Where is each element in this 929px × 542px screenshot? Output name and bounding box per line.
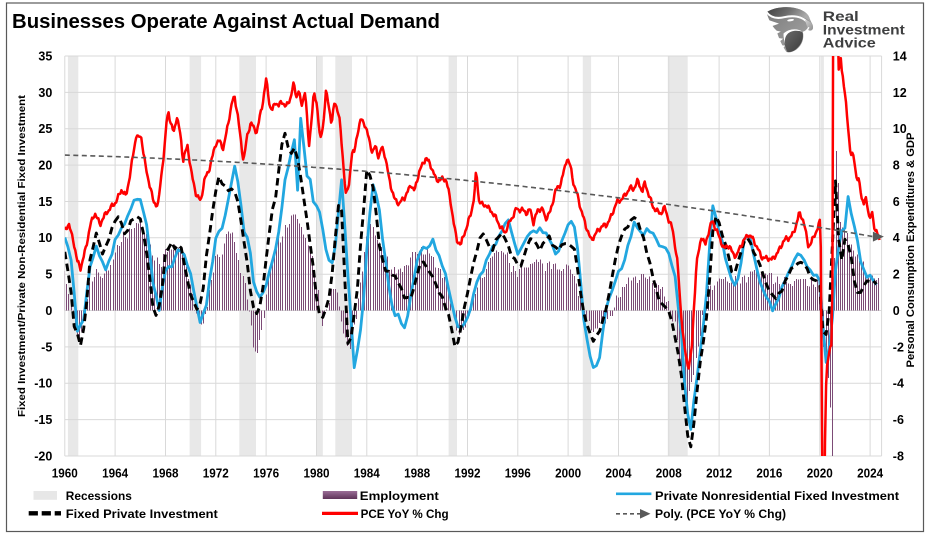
svg-text:-5: -5 (41, 340, 52, 354)
svg-text:1992: 1992 (455, 467, 481, 481)
svg-text:-20: -20 (34, 449, 52, 463)
svg-text:-10: -10 (34, 377, 52, 391)
svg-text:10: 10 (38, 231, 52, 245)
svg-text:1988: 1988 (404, 467, 430, 481)
svg-text:Private Nonresidential Fixed I: Private Nonresidential Fixed Investment (655, 489, 899, 503)
svg-text:1976: 1976 (253, 467, 279, 481)
svg-text:1996: 1996 (505, 467, 531, 481)
svg-text:0: 0 (893, 304, 900, 318)
svg-text:2004: 2004 (606, 467, 632, 481)
svg-text:1984: 1984 (354, 467, 380, 481)
svg-text:Employment: Employment (360, 489, 439, 503)
svg-text:Real: Real (823, 8, 859, 24)
svg-text:Fixed Investment/Private Non-R: Fixed Investment/Private Non-Residential… (17, 94, 28, 417)
svg-text:Advice: Advice (823, 35, 876, 51)
svg-text:0: 0 (45, 304, 52, 318)
svg-text:-6: -6 (893, 413, 904, 427)
svg-text:2020: 2020 (807, 467, 833, 481)
svg-text:1980: 1980 (304, 467, 330, 481)
svg-text:PCE YoY % Chg: PCE YoY % Chg (361, 507, 449, 521)
svg-text:Recessions: Recessions (66, 489, 132, 503)
svg-text:2008: 2008 (656, 467, 682, 481)
svg-text:1964: 1964 (102, 467, 128, 481)
svg-text:12: 12 (893, 86, 907, 100)
svg-text:1972: 1972 (203, 467, 229, 481)
svg-text:-2: -2 (893, 340, 904, 354)
svg-text:Personal Consumption Expenditu: Personal Consumption Expenditures & GDP (905, 132, 917, 368)
svg-text:5: 5 (45, 268, 52, 282)
svg-text:Poly. (PCE YoY % Chg): Poly. (PCE YoY % Chg) (655, 507, 786, 521)
svg-text:25: 25 (38, 122, 52, 136)
svg-text:-8: -8 (893, 449, 904, 463)
svg-text:2: 2 (893, 268, 900, 282)
svg-text:Fixed Private Investment: Fixed Private Investment (66, 507, 218, 521)
svg-text:30: 30 (38, 86, 52, 100)
svg-text:Investment: Investment (823, 21, 905, 37)
svg-text:8: 8 (893, 159, 900, 173)
svg-text:10: 10 (893, 122, 907, 136)
svg-text:4: 4 (893, 231, 900, 245)
svg-text:14: 14 (893, 49, 907, 63)
svg-text:1968: 1968 (153, 467, 179, 481)
svg-text:20: 20 (38, 159, 52, 173)
svg-text:2016: 2016 (756, 467, 782, 481)
svg-text:1960: 1960 (52, 467, 78, 481)
svg-text:2012: 2012 (706, 467, 732, 481)
svg-text:15: 15 (38, 195, 52, 209)
svg-text:-4: -4 (893, 377, 904, 391)
svg-text:-15: -15 (34, 413, 52, 427)
svg-text:35: 35 (38, 49, 52, 63)
svg-text:6: 6 (893, 195, 900, 209)
svg-text:2000: 2000 (555, 467, 581, 481)
svg-text:Businesses Operate Against Act: Businesses Operate Against Actual Demand (12, 10, 440, 33)
svg-text:2024: 2024 (857, 467, 883, 481)
